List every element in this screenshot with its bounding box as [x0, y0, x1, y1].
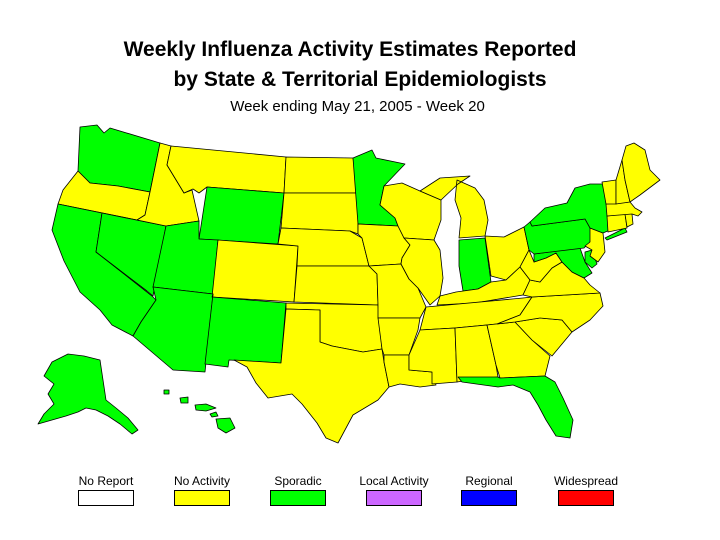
legend-item-no-activity: No Activity	[157, 474, 247, 506]
state-kansas	[293, 265, 379, 306]
state-texas	[233, 308, 390, 444]
state-new-jersey	[584, 227, 606, 263]
state-hawaii	[163, 389, 236, 434]
legend-swatch	[270, 490, 326, 506]
state-north-carolina	[496, 292, 604, 333]
legend-label: Sporadic	[274, 474, 322, 488]
state-new-mexico	[204, 293, 287, 368]
legend-item-local-activity: Local Activity	[349, 474, 439, 506]
state-illinois	[400, 237, 444, 306]
state-maine	[621, 142, 661, 203]
legend-label: Regional	[465, 474, 513, 488]
legend-item-no-report: No Report	[61, 474, 151, 506]
map-subtitle: Week ending May 21, 2005 - Week 20	[230, 98, 485, 115]
legend-label: Local Activity	[359, 474, 429, 488]
legend-swatch	[461, 490, 517, 506]
legend-label: No Activity	[173, 474, 230, 488]
state-colorado	[211, 239, 299, 303]
state-wyoming	[198, 186, 285, 245]
legend-swatch	[78, 490, 134, 506]
state-florida	[457, 375, 574, 439]
map-title-line2: by State & Territorial Epidemiologists	[173, 68, 547, 91]
legend-swatch	[366, 490, 422, 506]
state-alaska	[37, 353, 139, 435]
state-north-dakota	[283, 156, 359, 194]
state-washington	[77, 124, 161, 193]
map-title-line1: Weekly Influenza Activity Estimates Repo…	[123, 38, 577, 61]
legend-item-widespread: Widespread	[541, 474, 631, 506]
legend-label: No Report	[78, 474, 134, 488]
legend-swatch	[174, 490, 230, 506]
legend-item-sporadic: Sporadic	[253, 474, 343, 506]
legend-swatch	[558, 490, 614, 506]
legend-item-regional: Regional	[444, 474, 534, 506]
state-massachusetts	[605, 201, 643, 217]
legend-label: Widespread	[553, 474, 619, 488]
state-south-dakota	[280, 192, 359, 235]
state-montana	[166, 145, 287, 194]
state-delaware	[584, 249, 598, 269]
